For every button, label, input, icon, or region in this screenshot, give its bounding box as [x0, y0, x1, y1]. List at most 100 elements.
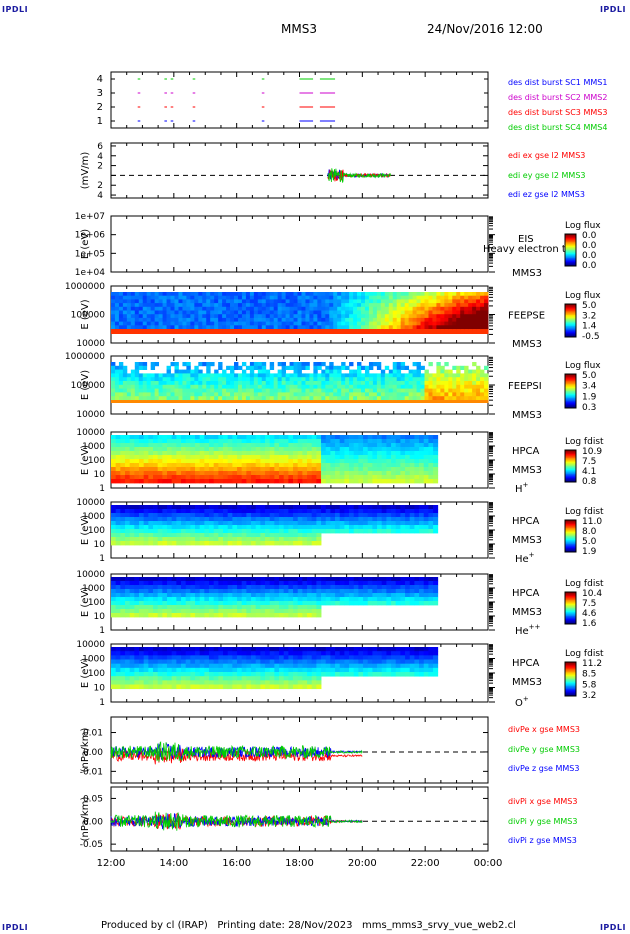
heatmap-cell [400, 314, 406, 319]
heatmap-cell [391, 443, 397, 448]
heatmap-cell [307, 585, 313, 590]
heatmap-cell [480, 392, 485, 397]
heatmap-cell [316, 609, 322, 614]
heatmap-cell [210, 377, 215, 382]
heatmap-cell [265, 601, 271, 606]
heatmap-cell [476, 392, 481, 397]
heatmap-cell [277, 295, 283, 300]
colorbar-segment [565, 395, 576, 398]
heatmap-cell [448, 317, 453, 322]
heatmap-cell [297, 295, 302, 300]
heatmap-cell [158, 381, 163, 386]
heatmap-cell [428, 329, 433, 334]
heatmap-cell [381, 513, 387, 518]
heatmap-cell [368, 299, 374, 304]
heatmap-cell [199, 467, 205, 472]
colorbar-segment [565, 618, 576, 621]
heatmap-cell [297, 306, 302, 311]
heatmap-cell [153, 609, 159, 614]
heatmap-cell [125, 513, 131, 518]
heatmap-cell [381, 509, 387, 514]
heatmap-cell [167, 605, 173, 610]
heatmap-cell [396, 400, 402, 403]
heatmap-cell [209, 585, 215, 590]
y-tick-label: 100 [88, 456, 105, 466]
heatmap-cell [428, 447, 434, 452]
heatmap-cell [428, 467, 434, 472]
heatmap-cell [246, 589, 252, 594]
heatmap-cell [134, 299, 140, 304]
heatmap-cell [134, 533, 140, 538]
heatmap-cell [361, 388, 366, 393]
heatmap-cell [148, 521, 154, 526]
heatmap-cell [213, 541, 219, 546]
heatmap-cell [158, 373, 163, 378]
heatmap-cell [293, 329, 298, 334]
heatmap-cell [468, 303, 473, 308]
heatmap-cell [428, 509, 434, 514]
heatmap-cell [436, 295, 441, 300]
heatmap-cell [269, 529, 275, 534]
heatmap-cell [139, 521, 145, 526]
heatmap-cell [265, 377, 271, 382]
colorbar-segment [565, 474, 576, 476]
heatmap-cell [255, 455, 261, 460]
heatmap-cell [261, 295, 267, 300]
heatmap-cell [251, 479, 257, 484]
heatmap-cell [206, 306, 211, 311]
heatmap-cell [297, 314, 302, 319]
heatmap-cell [129, 459, 135, 464]
heatmap-cell [178, 400, 183, 403]
heatmap-cell [307, 517, 313, 522]
heatmap-cell [420, 325, 425, 330]
heatmap-cell [444, 310, 449, 315]
heatmap-cell [436, 377, 441, 382]
heatmap-cell [297, 525, 303, 530]
heatmap-cell [142, 310, 148, 315]
heatmap-cell [153, 529, 159, 534]
heatmap-cell [364, 299, 370, 304]
colorbar-tick-label: 3.4 [582, 382, 597, 392]
heatmap-cell [199, 509, 205, 514]
heatmap-cell [404, 392, 410, 397]
heatmap-cell [234, 381, 239, 386]
heatmap-cell [157, 525, 163, 530]
heatmap-cell [115, 601, 121, 606]
heatmap-cell [274, 605, 280, 610]
heatmap-cell [395, 517, 401, 522]
heatmap-cell [297, 455, 303, 460]
heatmap-cell [339, 589, 345, 594]
heatmap-cell [464, 381, 469, 386]
heatmap-cell [174, 317, 179, 322]
heatmap-cell [199, 585, 205, 590]
heatmap-cell [349, 509, 355, 514]
colorbar-tick-label: 1.6 [582, 619, 597, 629]
heatmap-cell [432, 329, 437, 334]
heatmap-cell [185, 609, 191, 614]
heatmap-cell [234, 314, 239, 319]
heatmap-cell [265, 463, 271, 468]
heatmap-cell [274, 597, 280, 602]
heatmap-cell [195, 541, 201, 546]
y-tick-label: 1 [99, 554, 105, 564]
heatmap-cell [368, 365, 374, 370]
heatmap-cell [129, 517, 135, 522]
heatmap-cell [349, 505, 355, 510]
heatmap-cell [302, 479, 308, 484]
heatmap-cell [357, 392, 362, 397]
heatmap-cell [274, 505, 280, 510]
heatmap-cell [260, 505, 266, 510]
heatmap-cell [321, 310, 326, 315]
heatmap-cell [452, 325, 457, 330]
heatmap-cell [246, 459, 252, 464]
heatmap-cell [269, 292, 275, 297]
heatmap-cell [120, 505, 126, 510]
heatmap-cell [464, 400, 469, 403]
heatmap-cell [321, 400, 326, 403]
heatmap-cell [330, 439, 336, 444]
heatmap-cell [257, 292, 263, 297]
heatmap-cell [335, 585, 341, 590]
heatmap-cell [222, 396, 227, 401]
heatmap-cell [241, 459, 247, 464]
heatmap-cell [194, 299, 199, 304]
